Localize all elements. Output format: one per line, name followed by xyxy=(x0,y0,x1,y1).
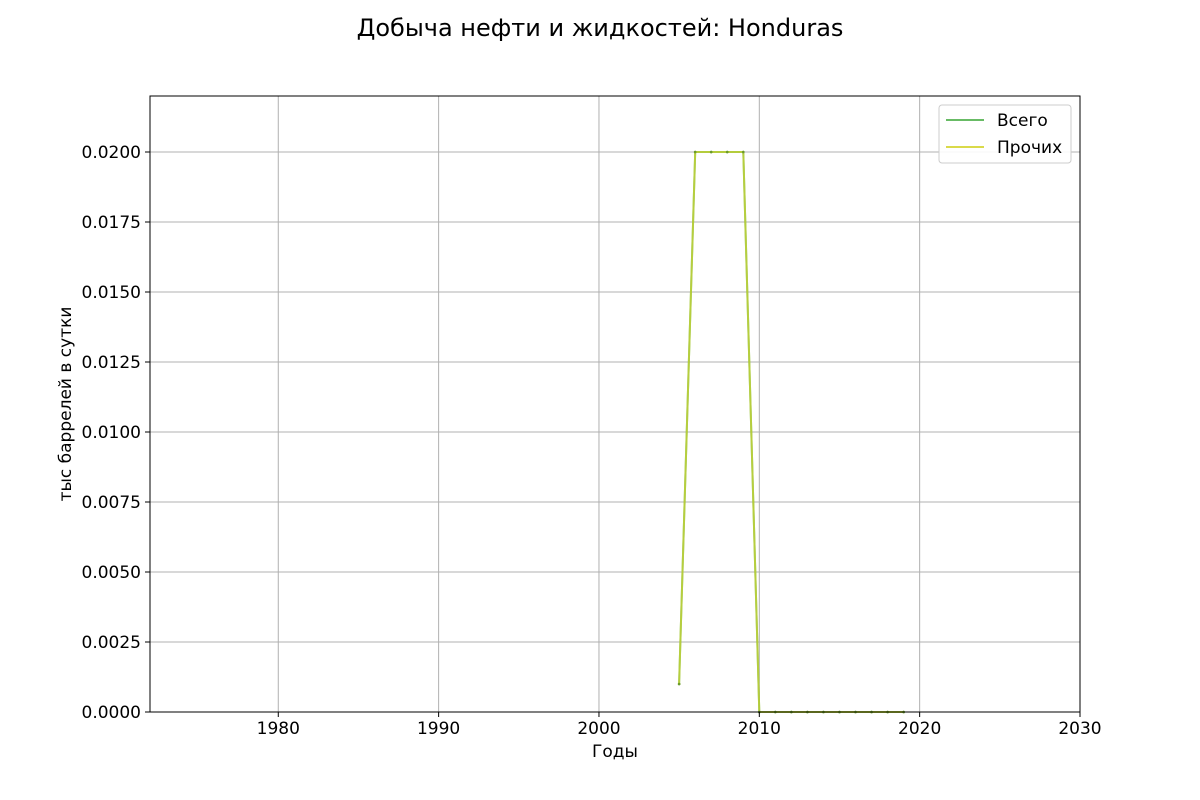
x-tick-label: 2010 xyxy=(738,719,781,739)
legend: Всего Прочих xyxy=(938,104,1072,164)
x-tick-label: 1980 xyxy=(257,719,300,739)
data-point xyxy=(725,150,729,154)
grid xyxy=(150,96,1081,713)
data-point xyxy=(693,150,697,154)
x-tick-label: 2020 xyxy=(898,719,941,739)
y-tick-label: 0.0150 xyxy=(82,283,141,303)
legend-label: Прочих xyxy=(997,138,1062,158)
x-axis-label: Годы xyxy=(592,742,638,762)
legend-label: Всего xyxy=(997,111,1048,131)
y-tick-label: 0.0175 xyxy=(82,213,141,233)
y-axis-label: тыс баррелей в сутки xyxy=(56,307,76,502)
y-tick-label: 0.0000 xyxy=(82,703,141,723)
y-tick-label: 0.0100 xyxy=(82,423,141,443)
data-point xyxy=(677,682,681,686)
x-tick-label: 2030 xyxy=(1058,719,1101,739)
y-tick-label: 0.0050 xyxy=(82,563,141,583)
y-tick-label: 0.0075 xyxy=(82,493,141,513)
y-tick-label: 0.0125 xyxy=(82,353,141,373)
y-tick-label: 0.0025 xyxy=(82,633,141,653)
data-point xyxy=(741,150,745,154)
plot-frame xyxy=(149,95,1081,713)
chart-title: Добыча нефти и жидкостей: Honduras xyxy=(357,14,844,42)
x-tick-label: 2000 xyxy=(577,719,620,739)
axis-ticks: 1980 1990 2000 2010 2020 2030 0.0000 0.0025 0.00… xyxy=(82,143,1102,739)
data-point xyxy=(709,150,713,154)
x-tick-label: 1990 xyxy=(417,719,460,739)
y-tick-label: 0.0200 xyxy=(82,143,141,163)
